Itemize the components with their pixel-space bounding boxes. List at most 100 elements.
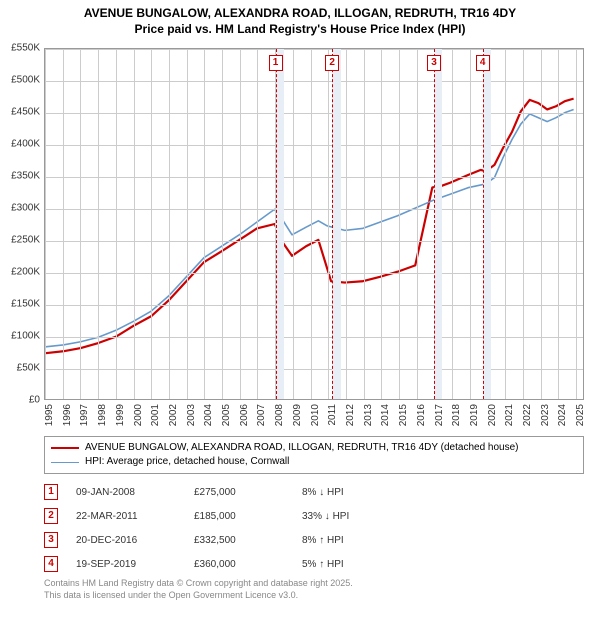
gridline-v [116, 49, 117, 399]
gridline-v [45, 49, 46, 399]
gridline-v [470, 49, 471, 399]
x-tick-label: 2002 [168, 404, 179, 426]
price-chart-container: AVENUE BUNGALOW, ALEXANDRA ROAD, ILLOGAN… [0, 0, 600, 620]
x-tick-label: 1999 [115, 404, 126, 426]
title-line-1: AVENUE BUNGALOW, ALEXANDRA ROAD, ILLOGAN… [10, 6, 590, 22]
x-tick-label: 2018 [451, 404, 462, 426]
gridline-h [45, 305, 583, 306]
event-marker: 4 [476, 55, 490, 71]
y-tick-label: £250K [11, 235, 40, 246]
y-axis: £0£50K£100K£150K£200K£250K£300K£350K£400… [0, 48, 44, 400]
event-delta: 5% ↑ HPI [302, 559, 412, 570]
x-tick-label: 2022 [522, 404, 533, 426]
plot-area: 1 2 3 4 [44, 48, 584, 400]
legend-row-property: AVENUE BUNGALOW, ALEXANDRA ROAD, ILLOGAN… [51, 441, 577, 455]
event-num: 2 [44, 508, 58, 524]
y-tick-label: £350K [11, 171, 40, 182]
x-tick-label: 2013 [363, 404, 374, 426]
gridline-h [45, 241, 583, 242]
x-tick-label: 2021 [504, 404, 515, 426]
x-axis: 1995199619971998199920002001200220032004… [44, 400, 584, 440]
event-delta: 33% ↓ HPI [302, 511, 412, 522]
x-tick-label: 1996 [62, 404, 73, 426]
event-num: 1 [44, 484, 58, 500]
x-tick-label: 2005 [221, 404, 232, 426]
gridline-v [151, 49, 152, 399]
legend: AVENUE BUNGALOW, ALEXANDRA ROAD, ILLOGAN… [44, 436, 584, 474]
gridline-h [45, 209, 583, 210]
events-table: 109-JAN-2008£275,0008% ↓ HPI222-MAR-2011… [44, 480, 584, 576]
x-tick-label: 2009 [292, 404, 303, 426]
gridline-v [417, 49, 418, 399]
y-tick-label: £200K [11, 267, 40, 278]
gridline-v [505, 49, 506, 399]
event-line [483, 49, 484, 399]
gridline-v [293, 49, 294, 399]
event-table-row: 109-JAN-2008£275,0008% ↓ HPI [44, 480, 584, 504]
x-tick-label: 2024 [557, 404, 568, 426]
event-num: 4 [44, 556, 58, 572]
x-tick-label: 2006 [239, 404, 250, 426]
x-tick-label: 2010 [310, 404, 321, 426]
event-line [332, 49, 333, 399]
legend-swatch-property [51, 447, 79, 449]
gridline-v [222, 49, 223, 399]
event-marker: 3 [427, 55, 441, 71]
gridline-v [257, 49, 258, 399]
gridline-h [45, 49, 583, 50]
event-price: £332,500 [194, 535, 284, 546]
event-table-row: 222-MAR-2011£185,00033% ↓ HPI [44, 504, 584, 528]
gridline-v [63, 49, 64, 399]
event-date: 09-JAN-2008 [76, 487, 176, 498]
x-tick-label: 1995 [44, 404, 55, 426]
gridline-v [381, 49, 382, 399]
gridline-v [346, 49, 347, 399]
event-line [434, 49, 435, 399]
y-tick-label: £500K [11, 75, 40, 86]
y-tick-label: £100K [11, 331, 40, 342]
x-tick-label: 1998 [97, 404, 108, 426]
event-num: 3 [44, 532, 58, 548]
event-band [332, 49, 340, 399]
legend-swatch-hpi [51, 462, 79, 463]
legend-label-property: AVENUE BUNGALOW, ALEXANDRA ROAD, ILLOGAN… [85, 441, 519, 455]
x-tick-label: 2025 [575, 404, 586, 426]
gridline-v [328, 49, 329, 399]
event-date: 19-SEP-2019 [76, 559, 176, 570]
event-band [276, 49, 284, 399]
x-tick-label: 2014 [380, 404, 391, 426]
x-tick-label: 2019 [469, 404, 480, 426]
x-tick-label: 2003 [186, 404, 197, 426]
gridline-v [98, 49, 99, 399]
x-tick-label: 2020 [487, 404, 498, 426]
event-marker: 1 [269, 55, 283, 71]
y-tick-label: £300K [11, 203, 40, 214]
gridline-v [204, 49, 205, 399]
gridline-v [169, 49, 170, 399]
gridline-v [80, 49, 81, 399]
y-tick-label: £450K [11, 107, 40, 118]
x-tick-label: 2023 [540, 404, 551, 426]
legend-label-hpi: HPI: Average price, detached house, Corn… [85, 455, 289, 469]
x-tick-label: 1997 [79, 404, 90, 426]
gridline-v [576, 49, 577, 399]
gridline-h [45, 113, 583, 114]
x-tick-label: 2011 [327, 404, 338, 426]
y-tick-label: £150K [11, 299, 40, 310]
gridline-v [187, 49, 188, 399]
gridline-h [45, 273, 583, 274]
event-marker: 2 [325, 55, 339, 71]
event-delta: 8% ↓ HPI [302, 487, 412, 498]
gridline-v [399, 49, 400, 399]
gridline-v [452, 49, 453, 399]
event-line [276, 49, 277, 399]
gridline-v [311, 49, 312, 399]
event-price: £360,000 [194, 559, 284, 570]
title-line-2: Price paid vs. HM Land Registry's House … [10, 22, 590, 38]
chart-title: AVENUE BUNGALOW, ALEXANDRA ROAD, ILLOGAN… [0, 0, 600, 39]
gridline-h [45, 337, 583, 338]
y-tick-label: £400K [11, 139, 40, 150]
legend-row-hpi: HPI: Average price, detached house, Corn… [51, 455, 577, 469]
attribution-line-2: This data is licensed under the Open Gov… [44, 590, 584, 602]
gridline-v [364, 49, 365, 399]
